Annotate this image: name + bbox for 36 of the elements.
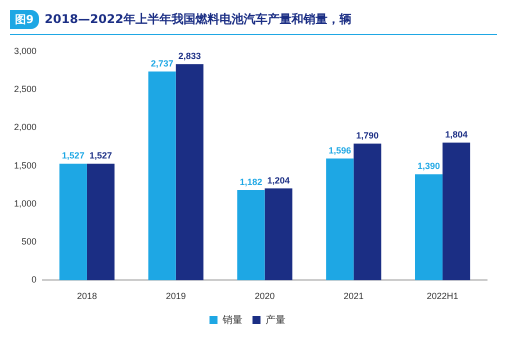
x-tick-label: 2018 xyxy=(76,291,97,302)
x-tick-label: 2021 xyxy=(344,291,364,302)
bar xyxy=(326,158,354,280)
y-tick-label: 1,500 xyxy=(14,160,37,170)
bar xyxy=(414,174,443,280)
bar xyxy=(176,64,204,280)
bar xyxy=(354,144,382,280)
y-tick-label: 2,500 xyxy=(14,84,37,94)
x-tick-label: 2019 xyxy=(166,291,186,302)
data-label: 1,527 xyxy=(89,150,112,161)
data-label: 2,833 xyxy=(178,51,201,62)
y-tick-label: 2,000 xyxy=(14,122,37,132)
bar xyxy=(59,164,87,280)
data-label: 1,596 xyxy=(328,145,352,156)
legend-label: 销量 xyxy=(222,314,242,326)
x-tick-label: 2022H1 xyxy=(426,291,458,302)
data-label: 2,737 xyxy=(150,58,174,68)
data-label: 1,527 xyxy=(62,150,84,161)
bar xyxy=(264,188,292,280)
data-label: 1,390 xyxy=(418,161,440,172)
data-label: 1,790 xyxy=(356,130,379,141)
x-tick-label: 2020 xyxy=(254,291,275,302)
legend-label: 产量 xyxy=(266,314,286,326)
y-tick-label: 0 xyxy=(32,274,37,285)
bar xyxy=(237,190,265,280)
bar xyxy=(148,71,176,280)
chart-title: 2018—2022年上半年我国燃料电池汽车产量和销量，辆 xyxy=(44,11,352,28)
y-tick-label: 3,000 xyxy=(14,46,37,56)
bar xyxy=(86,164,115,280)
data-label: 1,204 xyxy=(267,175,290,186)
caption: 图9 xyxy=(10,10,39,29)
y-tick-label: 1,000 xyxy=(14,198,37,208)
y-tick-label: 500 xyxy=(21,236,37,247)
data-label: 1,182 xyxy=(240,177,262,188)
data-label: 1,804 xyxy=(445,130,468,140)
bar xyxy=(442,142,470,280)
